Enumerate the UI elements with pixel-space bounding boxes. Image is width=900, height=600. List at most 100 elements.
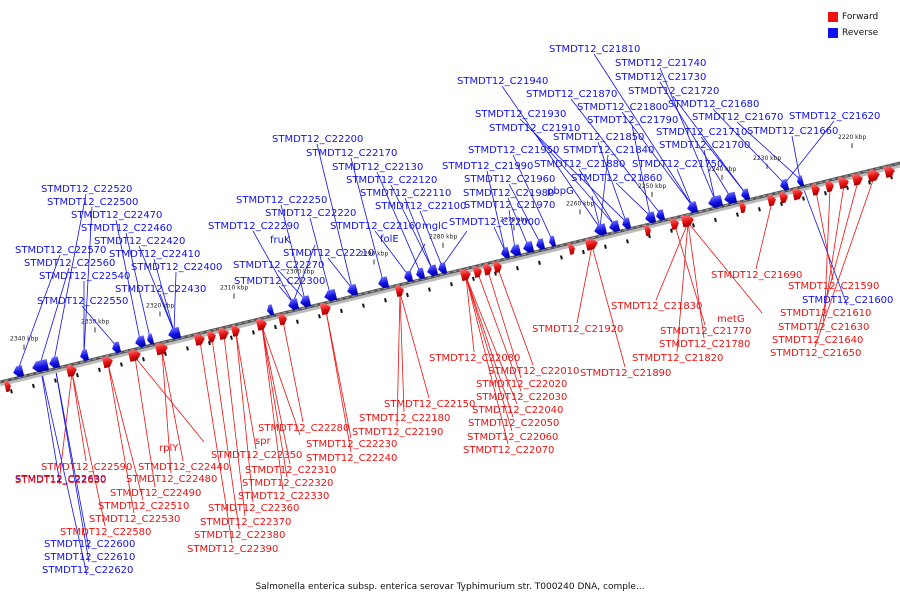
axis-minor-tick	[296, 319, 299, 324]
forward-gene-label: STMDT12_C21630	[778, 322, 869, 333]
forward-gene-arrow	[669, 218, 679, 231]
reverse-gene-arrow	[267, 304, 275, 316]
reverse-gene-arrow	[347, 283, 359, 296]
leader-line	[252, 230, 294, 303]
reverse-gene-label: STMDT12_C22300	[234, 276, 325, 287]
leader-line	[676, 222, 689, 353]
reverse-gene-arrow	[609, 220, 621, 233]
axis-minor-tick	[736, 212, 739, 217]
forward-gene-arrow	[492, 261, 502, 274]
axis-minor-tick	[538, 260, 541, 265]
forward-gene-label: STMDT12_C21610	[780, 308, 871, 319]
leader-line	[676, 168, 693, 206]
forward-gene-arrow	[101, 356, 113, 369]
forward-gene-label: STMDT12_C22630	[15, 475, 106, 486]
forward-label: Forward	[842, 11, 879, 22]
axis-minor-tick	[98, 367, 101, 373]
leader-line	[615, 182, 651, 217]
leader-line	[125, 232, 151, 338]
forward-gene-label: STMDT12_C22330	[238, 491, 329, 502]
reverse-gene-arrow	[708, 195, 724, 208]
forward-gene-label: STMDT12_C21820	[632, 353, 723, 364]
leader-line	[81, 305, 117, 347]
forward-gene-label: STMDT12_C22030	[476, 392, 567, 403]
reverse-gene-arrow	[510, 244, 522, 257]
axis-minor-tick	[516, 265, 519, 271]
leader-line	[519, 118, 627, 222]
forward-gene-label: STMDT12_C21920	[532, 324, 623, 335]
forward-gene-label: STMDT12_C21890	[580, 368, 671, 379]
reverse-gene-arrow	[288, 298, 300, 311]
legend: Forward Reverse	[828, 9, 890, 41]
forward-gene-label: STMDT12_C22060	[467, 432, 558, 443]
forward-gene-arrow	[319, 303, 331, 316]
leader-line	[508, 183, 541, 243]
axis-minor-tick	[560, 255, 563, 260]
reverse-gene-label: STMDT12_C22630	[15, 474, 106, 485]
reverse-gene-label: pbpG	[547, 186, 574, 197]
leader-line	[465, 276, 514, 418]
forward-gene-label: STMDT12_C22390	[187, 544, 278, 555]
forward-gene-arrow	[230, 325, 240, 337]
leader-line	[703, 149, 716, 201]
reverse-gene-arrow	[324, 288, 338, 302]
forward-gene-label: STMDT12_C22010	[488, 366, 579, 377]
axis-tick-label: 2250 kbp	[638, 183, 666, 190]
reverse-gene-label: STMDT12_C21970	[464, 200, 555, 211]
reverse-gene-arrow	[80, 349, 90, 361]
forward-gene-arrow	[766, 194, 776, 207]
leader-line	[374, 230, 409, 275]
leader-line	[799, 179, 848, 306]
reverse-gene-label: STMDT12_C22420	[94, 236, 185, 247]
reverse-gene-label: STMDT12_C22250	[236, 195, 327, 206]
forward-gene-label: STMDT12_C22360	[208, 503, 299, 514]
reverse-gene-label: STMDT12_C22110	[360, 188, 451, 199]
axis-minor-tick	[252, 330, 255, 335]
legend-forward: Forward	[828, 9, 890, 24]
forward-gene-label: STMDT12_C22240	[306, 453, 397, 464]
axis-tick-label: 2260 kbp	[566, 200, 594, 207]
axis-minor-tick	[692, 223, 695, 228]
forward-gene-label: metG	[717, 314, 745, 325]
axis-minor-tick	[824, 191, 827, 196]
axis-shadow	[0, 162, 900, 387]
axis-minor-tick	[582, 249, 585, 255]
reverse-gene-arrow	[378, 276, 390, 289]
reverse-gene-label: STMDT12_C22500	[47, 197, 138, 208]
reverse-gene-label: STMDT12_C22620	[42, 565, 133, 576]
reverse-gene-arrow	[404, 270, 414, 283]
leader-line	[350, 157, 384, 281]
forward-gene-label: STMDT12_C22070	[463, 445, 554, 456]
leader-line	[441, 230, 468, 267]
reverse-gene-arrow	[501, 246, 511, 259]
axis-minor-tick	[604, 244, 607, 249]
leader-line	[277, 269, 306, 301]
leader-line	[261, 326, 291, 465]
axis-minor-tick	[119, 362, 123, 367]
forward-gene-arrow	[154, 342, 168, 356]
leader-line	[223, 335, 246, 517]
leader-line	[161, 350, 184, 462]
legend-reverse: Reverse	[828, 25, 890, 40]
axis-minor-tick	[32, 383, 35, 389]
leader-line	[59, 372, 73, 475]
leader-line	[309, 217, 331, 294]
axis-minor-tick	[471, 276, 475, 282]
leader-line	[593, 53, 693, 206]
axis-minor-tick	[142, 356, 145, 362]
reverse-gene-label: STMDT12_C22560	[24, 258, 115, 269]
reverse-gene-label: STMDT12_C22540	[39, 271, 130, 282]
leader-line	[407, 243, 426, 275]
forward-gene-label: STMDT12_C21830	[611, 301, 702, 312]
reverse-gene-label: STMDT12_C22100	[375, 201, 466, 212]
reverse-gene-arrow	[135, 335, 147, 348]
leader-line	[71, 372, 87, 462]
forward-gene-label: rplY	[159, 443, 179, 454]
reverse-gene-arrow	[549, 235, 557, 248]
forward-gene-arrow	[3, 380, 11, 393]
axis-minor-tick	[361, 303, 365, 308]
leader-line	[115, 219, 141, 341]
leader-line	[791, 135, 801, 180]
leader-line	[327, 257, 353, 289]
